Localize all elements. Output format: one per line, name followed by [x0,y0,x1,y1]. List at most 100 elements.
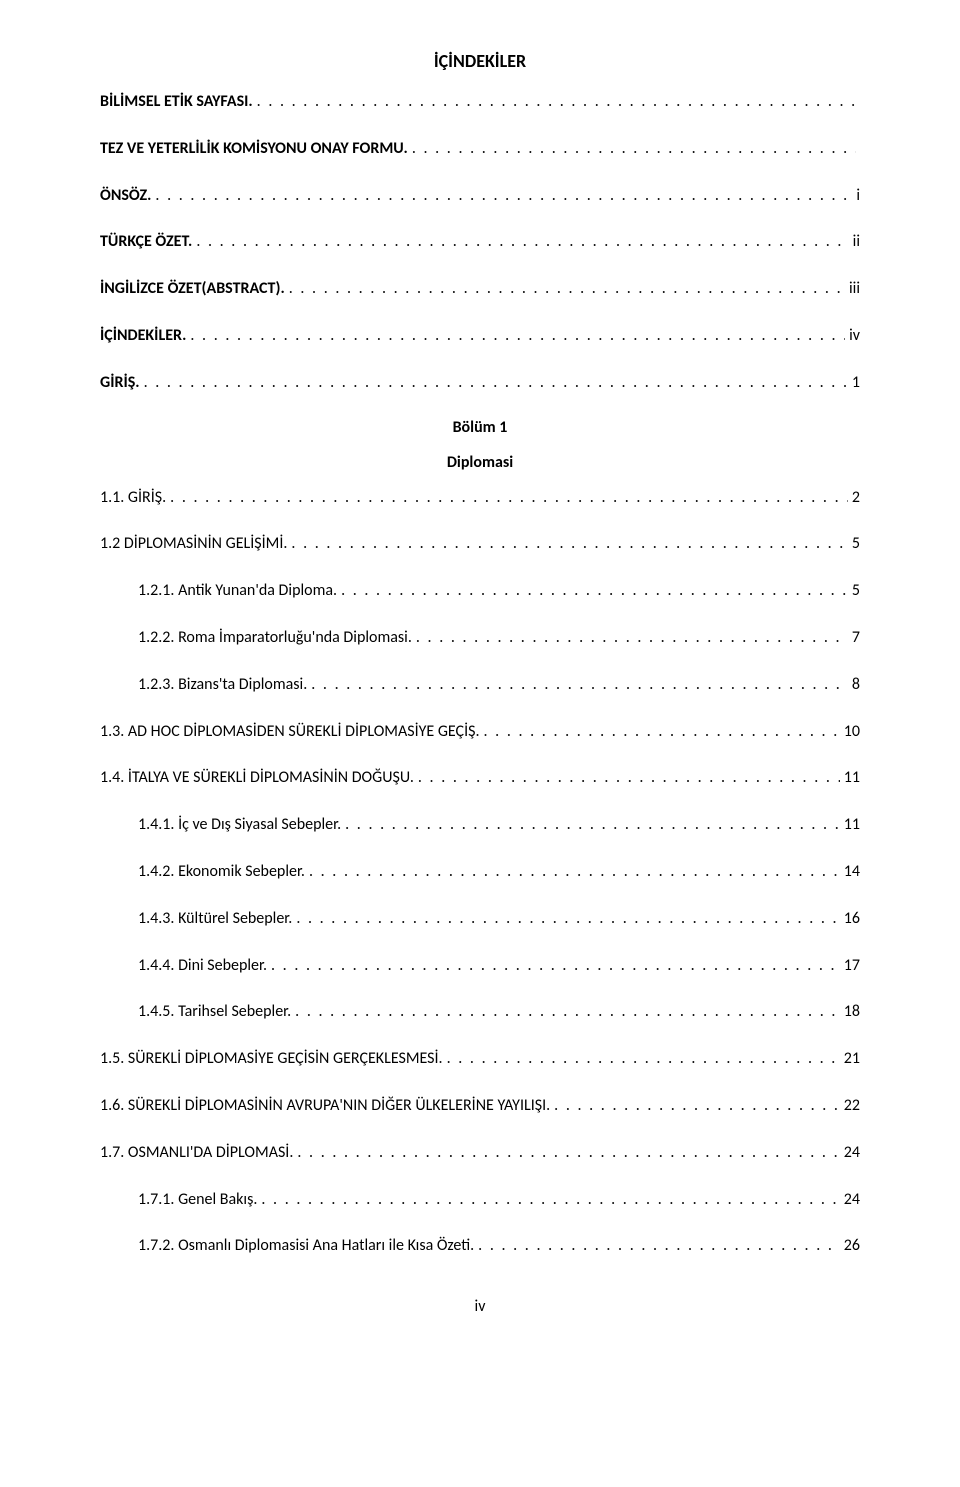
toc-entry-page: i [852,184,860,209]
toc-entry: 1.2.3. Bizans'ta Diplomasi.. . . . . . .… [100,673,860,698]
toc-entry: TEZ VE YETERLİLİK KOMİSYONU ONAY FORMU..… [100,137,860,162]
toc-leader-dots: . . . . . . . . . . . . . . . . . . . . … [285,277,845,302]
toc-entry-label: 1.7.2. Osmanlı Diplomasisi Ana Hatları i… [138,1234,474,1259]
toc-entry: TÜRKÇE ÖZET.. . . . . . . . . . . . . . … [100,230,860,255]
toc-entry: 1.4.2. Ekonomik Sebepler.. . . . . . . .… [100,860,860,885]
toc-entry-page: 7 [848,626,860,651]
toc-entry-label: 1.2.3. Bizans'ta Diplomasi. [138,673,307,698]
toc-leader-dots: . . . . . . . . . . . . . . . . . . . . … [480,720,840,745]
toc-leader-dots: . . . . . . . . . . . . . . . . . . . . … [550,1094,840,1119]
toc-entry-label: 1.4.3. Kültürel Sebepler. [138,907,292,932]
toc-leader-dots: . . . . . . . . . . . . . . . . . . . . … [166,486,848,511]
toc-entry-label: 1.4. İTALYA VE SÜREKLİ DİPLOMASİNİN DOĞU… [100,766,414,791]
toc-entry-page: 5 [848,579,860,604]
toc-leader-dots: . . . . . . . . . . . . . . . . . . . . … [287,532,847,557]
toc-leader-dots: . . . . . . . . . . . . . . . . . . . . … [293,1141,839,1166]
toc-entry-page: iv [845,324,860,349]
toc-entry-page: ii [849,230,860,255]
toc-entry: 1.6. SÜREKLİ DİPLOMASİNİN AVRUPA'NIN DİĞ… [100,1094,860,1119]
toc-leader-dots: . . . . . . . . . . . . . . . . . . . . … [443,1047,840,1072]
toc-entry-label: 1.3. AD HOC DİPLOMASİDEN SÜREKLİ DİPLOMA… [100,720,480,745]
toc-entry-page: 21 [840,1047,860,1072]
toc-entry-label: TEZ VE YETERLİLİK KOMİSYONU ONAY FORMU. [100,137,408,162]
toc-leader-dots: . . . . . . . . . . . . . . . . . . . . … [291,1000,840,1025]
toc-entry-label: 1.4.1. İç ve Dış Siyasal Sebepler. [138,813,341,838]
toc-entry-page: 11 [840,766,860,791]
toc-leader-dots: . . . . . . . . . . . . . . . . . . . . … [305,860,840,885]
toc-leader-dots: . . . . . . . . . . . . . . . . . . . . … [151,184,852,209]
toc-entry-page: 11 [840,813,860,838]
toc-entry-page: 24 [840,1141,860,1166]
document-title: İÇİNDEKİLER [100,50,860,72]
toc-leader-dots: . . . . . . . . . . . . . . . . . . . . … [412,626,848,651]
toc-entry: 1.4. İTALYA VE SÜREKLİ DİPLOMASİNİN DOĞU… [100,766,860,791]
toc-entry: İNGİLİZCE ÖZET(ABSTRACT).. . . . . . . .… [100,277,860,302]
toc-entry-label: ÖNSÖZ. [100,184,151,209]
toc-entry: 1.4.5. Tarihsel Sebepler.. . . . . . . .… [100,1000,860,1025]
toc-entry-label: 1.2.1. Antik Yunan'da Diploma. [138,579,337,604]
toc-entry: 1.7.1. Genel Bakış.. . . . . . . . . . .… [100,1188,860,1213]
toc-entry-label: 1.4.4. Dini Sebepler. [138,954,267,979]
toc-leader-dots: . . . . . . . . . . . . . . . . . . . . … [140,371,848,396]
toc-leader-dots: . . . . . . . . . . . . . . . . . . . . … [192,230,848,255]
toc-entry: 1.2 DİPLOMASİNİN GELİŞİMİ.. . . . . . . … [100,532,860,557]
toc-entry-page: 8 [848,673,860,698]
toc-entry: GİRİŞ.. . . . . . . . . . . . . . . . . … [100,371,860,396]
toc-entry: 1.4.4. Dini Sebepler.. . . . . . . . . .… [100,954,860,979]
toc-entry: 1.3. AD HOC DİPLOMASİDEN SÜREKLİ DİPLOMA… [100,720,860,745]
toc-leader-dots: . . . . . . . . . . . . . . . . . . . . … [474,1234,840,1259]
toc-entry-label: 1.7. OSMANLI'DA DİPLOMASİ. [100,1141,293,1166]
toc-entry-page: 24 [840,1188,860,1213]
toc-entry-label: BİLİMSEL ETİK SAYFASI. [100,90,253,115]
toc-entry-label: 1.6. SÜREKLİ DİPLOMASİNİN AVRUPA'NIN DİĞ… [100,1094,550,1119]
toc-entry-label: GİRİŞ. [100,371,140,396]
toc-entry-page: 17 [840,954,860,979]
toc-entry: 1.4.3. Kültürel Sebepler.. . . . . . . .… [100,907,860,932]
toc-leader-dots: . . . . . . . . . . . . . . . . . . . . … [337,579,848,604]
toc-chapter-entries: 1.1. GİRİŞ.. . . . . . . . . . . . . . .… [100,486,860,1260]
toc-leader-dots: . . . . . . . . . . . . . . . . . . . . … [307,673,848,698]
toc-leader-dots: . . . . . . . . . . . . . . . . . . . . … [267,954,840,979]
toc-entry-label: 1.2 DİPLOMASİNİN GELİŞİMİ. [100,532,287,557]
toc-entry-label: İÇİNDEKİLER. [100,324,186,349]
toc-entry-page: 10 [840,720,860,745]
toc-entry: 1.7.2. Osmanlı Diplomasisi Ana Hatları i… [100,1234,860,1259]
toc-entry: 1.5. SÜREKLİ DİPLOMASİYE GEÇİSİN GERÇEKL… [100,1047,860,1072]
chapter-title: Diplomasi [100,453,860,472]
toc-entry: 1.2.2. Roma İmparatorluğu'nda Diplomasi.… [100,626,860,651]
toc-entry-page: 16 [840,907,860,932]
toc-entry: 1.1. GİRİŞ.. . . . . . . . . . . . . . .… [100,486,860,511]
toc-entry: 1.2.1. Antik Yunan'da Diploma.. . . . . … [100,579,860,604]
toc-entry-label: 1.7.1. Genel Bakış. [138,1188,257,1213]
toc-entry-label: 1.5. SÜREKLİ DİPLOMASİYE GEÇİSİN GERÇEKL… [100,1047,443,1072]
toc-entry-label: İNGİLİZCE ÖZET(ABSTRACT). [100,277,285,302]
toc-entry: 1.7. OSMANLI'DA DİPLOMASİ.. . . . . . . … [100,1141,860,1166]
toc-entry-label: 1.4.2. Ekonomik Sebepler. [138,860,305,885]
toc-leader-dots: . . . . . . . . . . . . . . . . . . . . … [341,813,840,838]
toc-leader-dots: . . . . . . . . . . . . . . . . . . . . … [292,907,839,932]
toc-entry-page: iii [845,277,860,302]
toc-front-matter: BİLİMSEL ETİK SAYFASI.. . . . . . . . . … [100,90,860,396]
toc-entry-page: 22 [840,1094,860,1119]
toc-entry: ÖNSÖZ.. . . . . . . . . . . . . . . . . … [100,184,860,209]
toc-entry-label: 1.1. GİRİŞ. [100,486,166,511]
toc-leader-dots: . . . . . . . . . . . . . . . . . . . . … [257,1188,839,1213]
toc-entry-page: 1 [848,371,860,396]
toc-entry-label: TÜRKÇE ÖZET. [100,230,192,255]
toc-leader-dots: . . . . . . . . . . . . . . . . . . . . … [186,324,845,349]
toc-entry: BİLİMSEL ETİK SAYFASI.. . . . . . . . . … [100,90,860,115]
toc-entry-page: 26 [840,1234,860,1259]
toc-leader-dots: . . . . . . . . . . . . . . . . . . . . … [253,90,856,115]
toc-entry-page: 5 [848,532,860,557]
chapter-number: Bölüm 1 [100,418,860,437]
toc-entry-page: 18 [840,1000,860,1025]
toc-entry-page: 2 [848,486,860,511]
toc-entry-label: 1.2.2. Roma İmparatorluğu'nda Diplomasi. [138,626,412,651]
toc-entry-label: 1.4.5. Tarihsel Sebepler. [138,1000,291,1025]
toc-entry-page: 14 [840,860,860,885]
toc-entry: İÇİNDEKİLER.. . . . . . . . . . . . . . … [100,324,860,349]
toc-leader-dots: . . . . . . . . . . . . . . . . . . . . … [408,137,856,162]
toc-leader-dots: . . . . . . . . . . . . . . . . . . . . … [414,766,840,791]
toc-entry: 1.4.1. İç ve Dış Siyasal Sebepler.. . . … [100,813,860,838]
page-number-footer: iv [100,1297,860,1316]
